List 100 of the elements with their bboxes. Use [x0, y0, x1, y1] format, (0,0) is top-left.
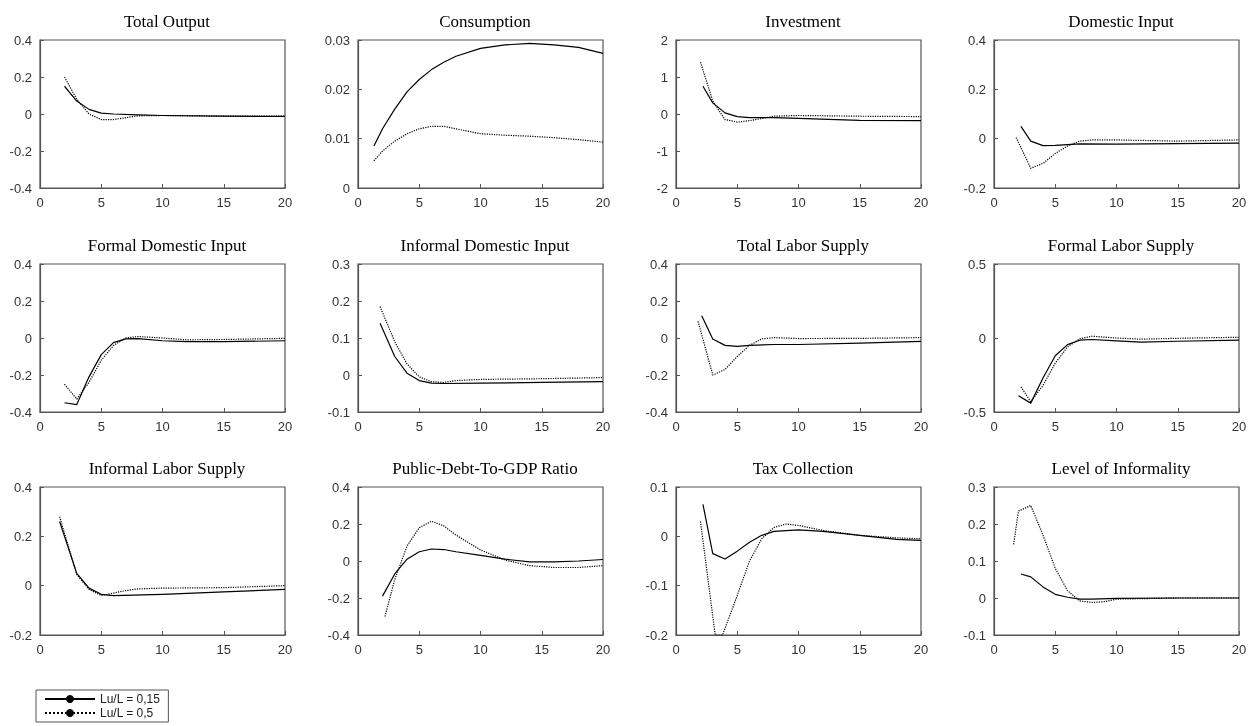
- y-tick-label: 0: [342, 180, 350, 196]
- x-tick-label: 0: [990, 195, 998, 210]
- x-tick-label: 10: [791, 419, 806, 434]
- chart-title: Total Labor Supply: [737, 236, 870, 255]
- x-tick-label: 0: [36, 642, 44, 657]
- y-tick-label: 0.2: [13, 528, 32, 544]
- chart-title: Informal Domestic Input: [400, 236, 570, 255]
- x-tick-label: 0: [672, 642, 680, 657]
- chart-title: Informal Labor Supply: [88, 459, 246, 478]
- x-tick-label: 0: [672, 195, 680, 210]
- y-tick-label: -0.1: [645, 578, 668, 594]
- y-tick-label: 0.2: [649, 293, 668, 309]
- x-tick-label: 5: [415, 642, 423, 657]
- y-tick-label: 0.3: [331, 256, 350, 272]
- y-tick-label: 0: [660, 106, 668, 122]
- x-tick-label: 20: [913, 642, 929, 657]
- legend-label: Lu/L = 0,15: [100, 692, 161, 706]
- x-tick-label: 15: [534, 642, 549, 657]
- y-tick-label: 0: [24, 330, 32, 346]
- line-series: [373, 42, 604, 147]
- x-tick-label: 10: [473, 419, 488, 434]
- x-tick-label: 20: [1231, 195, 1247, 210]
- line-series: [384, 520, 604, 618]
- chart-title: Tax Collection: [752, 459, 854, 478]
- x-tick-label: 5: [415, 419, 423, 434]
- x-tick-label: 15: [216, 642, 231, 657]
- x-tick-label: 20: [1231, 642, 1247, 657]
- y-tick-label: -0.2: [9, 367, 32, 383]
- x-tick-label: 5: [1051, 419, 1059, 434]
- y-tick-label: 0: [978, 131, 986, 147]
- chart-title: Consumption: [439, 12, 532, 31]
- y-tick-label: 0.4: [331, 479, 350, 495]
- x-tick-label: 10: [791, 195, 806, 210]
- line-series: [373, 125, 604, 162]
- x-tick-label: 5: [1051, 195, 1059, 210]
- y-tick-label: 0: [660, 528, 668, 544]
- y-tick-label: -0.4: [645, 404, 668, 420]
- x-tick-label: 0: [354, 642, 362, 657]
- y-tick-label: 0: [342, 553, 350, 569]
- y-tick-label: 0.1: [649, 479, 668, 495]
- y-tick-label: 0: [342, 367, 350, 383]
- y-tick-label: -0.2: [9, 627, 32, 643]
- x-tick-label: 10: [473, 642, 488, 657]
- x-tick-label: 15: [852, 642, 867, 657]
- y-tick-label: 0.01: [324, 131, 350, 147]
- y-tick-label: -0.2: [645, 367, 668, 383]
- x-tick-label: 20: [595, 195, 611, 210]
- y-tick-label: 0.03: [324, 32, 350, 48]
- x-tick-label: 5: [415, 195, 423, 210]
- x-tick-label: 5: [733, 642, 741, 657]
- y-tick-label: -0.5: [963, 404, 986, 420]
- y-tick-label: 0.4: [13, 479, 32, 495]
- y-tick-label: 0: [24, 106, 32, 122]
- y-tick-label: -0.4: [9, 180, 32, 196]
- x-tick-label: 5: [97, 419, 105, 434]
- y-tick-label: 0.4: [13, 32, 32, 48]
- x-tick-label: 20: [595, 419, 611, 434]
- x-tick-label: 20: [277, 195, 293, 210]
- x-tick-label: 5: [1051, 642, 1059, 657]
- y-tick-label: -2: [656, 180, 668, 196]
- y-tick-label: 0.4: [13, 256, 32, 272]
- x-tick-label: 0: [354, 195, 362, 210]
- y-tick-label: 0.2: [967, 81, 986, 97]
- line-series: [699, 61, 922, 123]
- x-tick-label: 5: [733, 419, 741, 434]
- x-tick-label: 0: [354, 419, 362, 434]
- x-tick-label: 10: [155, 195, 170, 210]
- x-tick-label: 5: [733, 195, 741, 210]
- y-tick-label: 1: [660, 69, 668, 85]
- x-tick-label: 15: [534, 195, 549, 210]
- chart-title: Formal Domestic Input: [87, 236, 247, 255]
- chart-title: Public-Debt-To-GDP Ratio: [392, 459, 578, 478]
- y-tick-label: -0.1: [963, 627, 986, 643]
- legend-label: Lu/L = 0,5: [100, 706, 154, 720]
- chart-title: Level of Informality: [1051, 459, 1191, 478]
- x-tick-label: 10: [1109, 419, 1124, 434]
- y-tick-label: -1: [656, 143, 668, 159]
- x-tick-label: 10: [1109, 642, 1124, 657]
- y-tick-label: 0.2: [13, 293, 32, 309]
- x-tick-label: 20: [1231, 419, 1247, 434]
- y-tick-label: 0.1: [331, 330, 350, 346]
- y-tick-label: -0.4: [9, 404, 32, 420]
- x-tick-label: 15: [1170, 419, 1185, 434]
- x-tick-label: 15: [1170, 642, 1185, 657]
- y-tick-label: 0: [978, 590, 986, 606]
- x-tick-label: 0: [672, 419, 680, 434]
- x-tick-label: 5: [97, 195, 105, 210]
- x-tick-label: 0: [990, 419, 998, 434]
- y-tick-label: 0.5: [967, 256, 986, 272]
- x-tick-label: 0: [36, 195, 44, 210]
- y-tick-label: 0: [978, 330, 986, 346]
- x-tick-label: 0: [36, 419, 44, 434]
- y-tick-label: 0.2: [13, 69, 32, 85]
- y-tick-label: 0: [660, 330, 668, 346]
- chart-title: Investment: [765, 12, 842, 31]
- y-tick-label: 0.2: [331, 516, 350, 532]
- y-tick-label: -0.2: [963, 180, 986, 196]
- x-tick-label: 10: [155, 419, 170, 434]
- y-tick-label: 0: [24, 578, 32, 594]
- x-tick-label: 15: [216, 195, 231, 210]
